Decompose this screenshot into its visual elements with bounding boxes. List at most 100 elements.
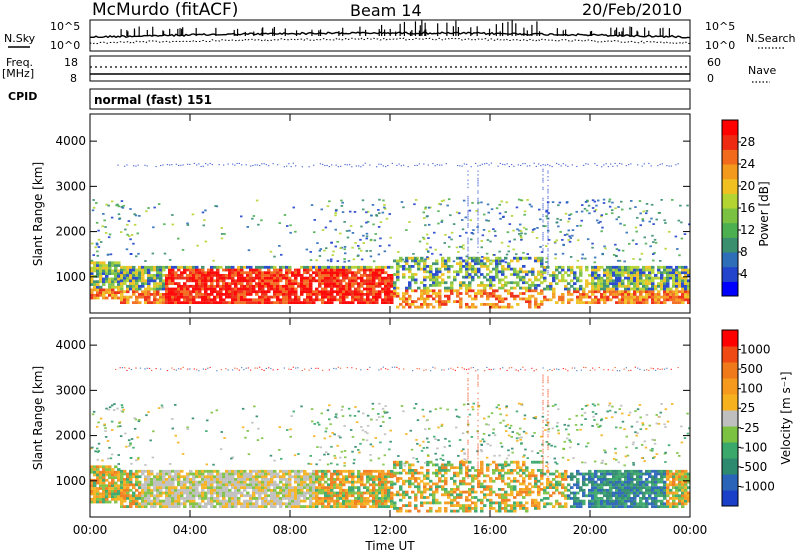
heatmap-cell: [327, 290, 331, 294]
heatmap-cell: [579, 271, 583, 275]
heatmap-cell: [171, 505, 175, 508]
heatmap-cell: [639, 295, 643, 299]
heatmap-cell: [462, 507, 466, 510]
heatmap-cell: [126, 164, 128, 166]
heatmap-cell: [480, 259, 484, 263]
heatmap-cell: [606, 295, 610, 299]
heatmap-cell: [630, 200, 633, 202]
heatmap-cell: [216, 475, 220, 479]
heatmap-cell: [156, 494, 160, 498]
heatmap-cell: [351, 475, 355, 479]
heatmap-cell: [467, 199, 469, 201]
heatmap-cell: [522, 292, 526, 295]
heatmap-cell: [405, 259, 409, 263]
heatmap-cell: [124, 228, 127, 231]
heatmap-cell: [576, 276, 580, 280]
heatmap-cell: [633, 290, 637, 294]
heatmap-cell: [273, 265, 277, 269]
heatmap-cell: [441, 256, 445, 260]
heatmap-cell: [609, 293, 613, 296]
heatmap-cell: [663, 293, 667, 296]
heatmap-cell: [558, 475, 562, 479]
heatmap-cell: [102, 272, 106, 275]
heatmap-cell: [156, 499, 160, 503]
heatmap-cell: [99, 291, 103, 294]
heatmap-cell: [147, 284, 151, 288]
heatmap-cell: [611, 209, 614, 212]
heatmap-cell: [291, 271, 295, 275]
heatmap-cell: [303, 290, 307, 294]
heatmap-cell: [105, 291, 109, 294]
heatmap-cell: [120, 505, 124, 508]
heatmap-cell: [343, 246, 347, 248]
heatmap-cell: [198, 284, 202, 288]
heatmap-cell: [573, 502, 577, 506]
heatmap-cell: [120, 279, 124, 283]
heatmap-cell: [366, 488, 370, 492]
heatmap-cell: [195, 480, 199, 484]
heatmap-cell: [538, 208, 541, 211]
heatmap-cell: [477, 179, 479, 181]
heatmap-cell: [594, 505, 598, 508]
heatmap-cell: [549, 282, 553, 285]
heatmap-cell: [207, 475, 211, 479]
heatmap-cell: [171, 298, 175, 302]
heatmap-cell: [546, 502, 550, 506]
heatmap-cell: [341, 211, 345, 213]
heatmap-cell: [267, 265, 271, 269]
heatmap-cell: [335, 164, 337, 166]
heatmap-cell: [435, 292, 439, 295]
heatmap-cell: [554, 257, 557, 260]
heatmap-cell: [331, 164, 333, 166]
heatmap-cell: [288, 268, 292, 272]
nave-label: Nave: [748, 64, 776, 77]
heatmap-cell: [449, 214, 452, 217]
heatmap-cell: [231, 265, 235, 269]
heatmap-cell: [429, 488, 433, 491]
heatmap-cell: [526, 253, 529, 255]
heatmap-cell: [525, 270, 529, 274]
heatmap-cell: [246, 494, 250, 498]
heatmap-cell: [132, 472, 136, 476]
heatmap-cell: [435, 273, 439, 276]
heatmap-cell: [420, 490, 424, 494]
heatmap-cell: [525, 300, 529, 303]
heatmap-cell: [462, 275, 466, 279]
heatmap-cell: [264, 475, 268, 479]
heatmap-cell: [516, 281, 520, 285]
heatmap-cell: [153, 480, 157, 484]
heatmap-cell: [468, 305, 472, 309]
heatmap-cell: [528, 270, 532, 274]
heatmap-cell: [192, 268, 196, 272]
heatmap-cell: [327, 483, 331, 487]
heatmap-cell: [429, 265, 433, 268]
heatmap-cell: [483, 493, 487, 497]
heatmap-cell: [568, 214, 571, 216]
heatmap-cell: [327, 469, 331, 473]
heatmap-cell: [303, 265, 307, 269]
heatmap-cell: [426, 233, 429, 236]
heatmap-cell: [219, 502, 223, 506]
heatmap-cell: [96, 288, 100, 292]
heatmap-cell: [104, 226, 107, 228]
heatmap-cell: [333, 486, 337, 489]
heatmap-cell: [384, 472, 388, 476]
heatmap-cell: [636, 282, 640, 285]
heatmap-cell: [95, 202, 98, 204]
heatmap-cell: [318, 274, 322, 277]
heatmap-cell: [474, 496, 478, 499]
heatmap-cell: [216, 268, 220, 272]
heatmap-cell: [564, 497, 568, 500]
heatmap-cell: [93, 293, 97, 297]
heatmap-cell: [153, 293, 157, 296]
heatmap-cell: [234, 491, 238, 495]
heatmap-cell: [168, 502, 172, 506]
heatmap-cell: [126, 271, 130, 275]
heatmap-cell: [513, 165, 515, 167]
heatmap-cell: [93, 280, 97, 284]
heatmap-cell: [558, 505, 562, 508]
heatmap-cell: [273, 499, 277, 503]
heatmap-cell: [342, 268, 346, 272]
heatmap-cell: [93, 487, 97, 490]
heatmap-cell: [405, 504, 409, 507]
